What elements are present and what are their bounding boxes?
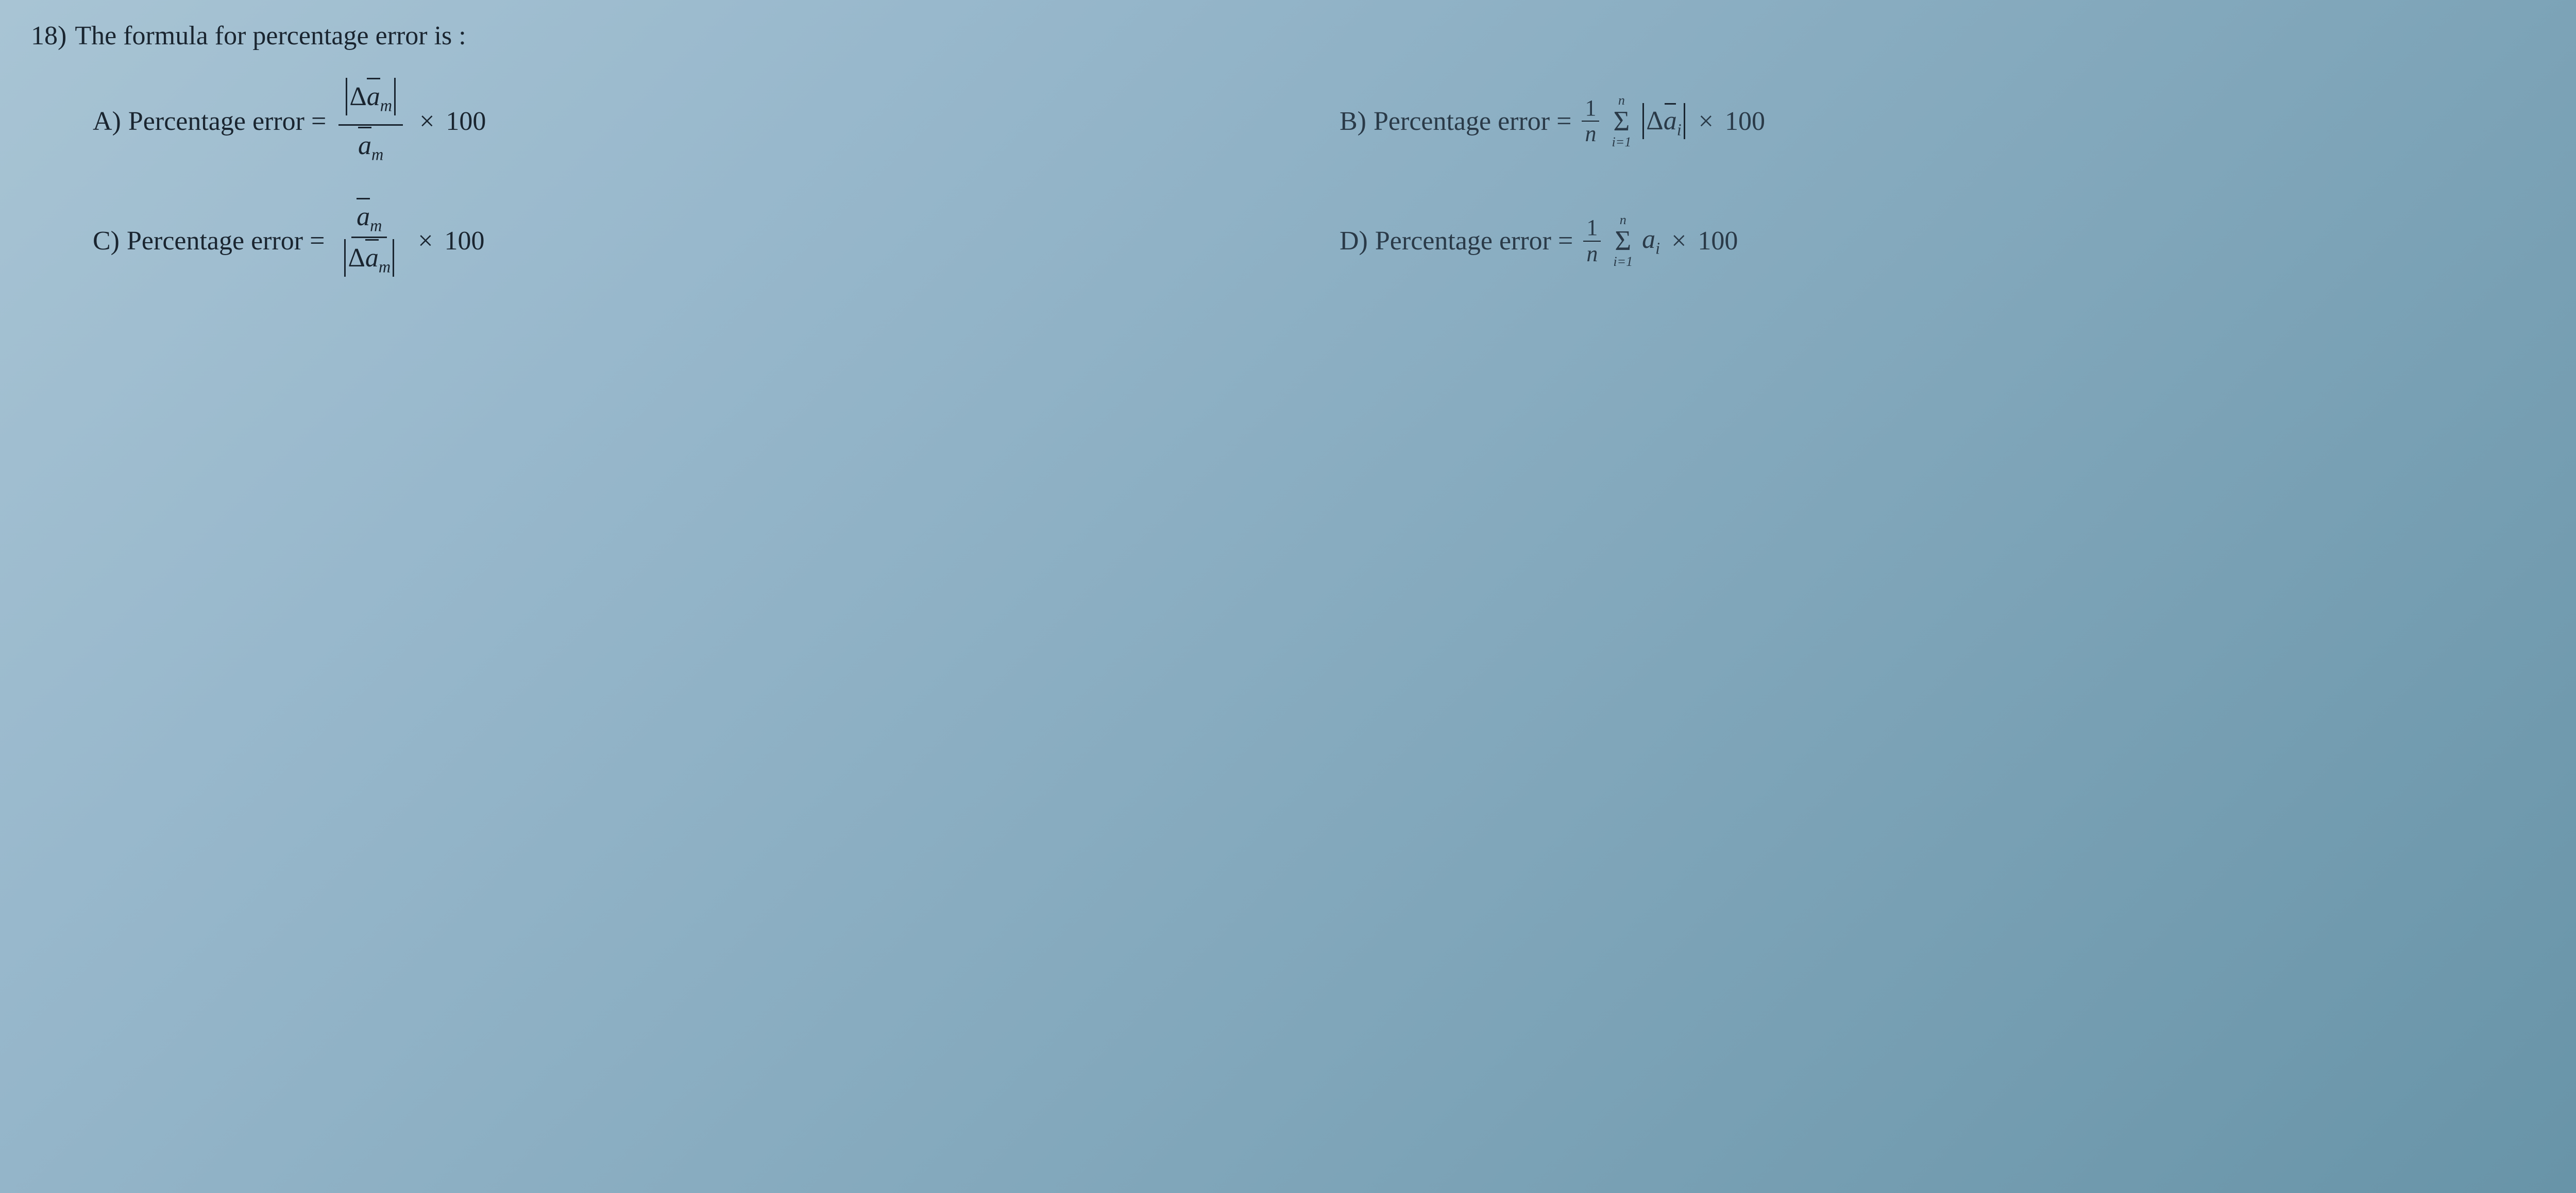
hundred-d: 100 xyxy=(1698,226,1738,256)
overbar-a: a xyxy=(367,78,380,113)
var-a-c-den: a xyxy=(365,243,379,273)
option-c-fraction: am Δam xyxy=(337,197,401,286)
question-text: The formula for percentage error is : xyxy=(75,21,466,51)
overbar-a-den: a xyxy=(358,127,371,162)
hundred-b: 100 xyxy=(1725,106,1765,137)
sigma-block-b: n Σ i=1 xyxy=(1612,94,1631,149)
option-a-text: Percentage error = xyxy=(128,106,326,137)
delta-c: Δ xyxy=(348,243,365,273)
delta-b: Δ xyxy=(1646,106,1663,136)
var-a-den: a xyxy=(358,131,371,160)
option-b-text: Percentage error = xyxy=(1374,106,1571,137)
var-a-b: a xyxy=(1664,106,1677,136)
option-c-label: C) xyxy=(93,226,120,256)
times-b: × xyxy=(1699,106,1714,137)
option-a-numerator: Δam xyxy=(338,77,403,126)
question-number: 18) xyxy=(31,21,66,51)
var-a-c-num: a xyxy=(357,202,370,231)
option-b-label: B) xyxy=(1340,106,1366,137)
option-a-label: A) xyxy=(93,106,121,137)
abs-c: Δam xyxy=(342,239,396,277)
options-grid: A) Percentage error = Δam am × 100 B) Pe… xyxy=(31,77,2545,285)
sub-m-c-num: m xyxy=(370,216,382,234)
option-a: A) Percentage error = Δam am × 100 xyxy=(93,77,1298,166)
sub-m-den: m xyxy=(371,145,383,164)
sigma-block-d: n Σ i=1 xyxy=(1613,213,1633,268)
sigma-symbol-d: Σ xyxy=(1615,227,1631,255)
sub-m-c-den: m xyxy=(379,257,391,276)
question-line: 18) The formula for percentage error is … xyxy=(31,21,2545,51)
var-a: a xyxy=(367,82,380,111)
option-c-numerator: am xyxy=(351,197,387,238)
sigma-lower-d: i=1 xyxy=(1613,255,1633,268)
sub-i-b: i xyxy=(1677,120,1682,139)
n-den: n xyxy=(1582,122,1599,146)
option-a-fraction: Δam am xyxy=(338,77,403,166)
abs-icon: Δam xyxy=(344,78,398,115)
sub-m: m xyxy=(380,96,392,114)
option-d-text: Percentage error = xyxy=(1375,226,1573,256)
option-d-onen: 1 n xyxy=(1583,215,1601,266)
n-den-d: n xyxy=(1583,242,1601,266)
times-symbol: × xyxy=(419,106,434,137)
hundred: 100 xyxy=(446,106,486,137)
delta-symbol: Δ xyxy=(349,82,366,111)
option-d-label: D) xyxy=(1340,226,1368,256)
one-num: 1 xyxy=(1582,96,1599,122)
overbar-c-den: a xyxy=(365,239,379,274)
overbar-c-num: a xyxy=(357,198,370,233)
option-a-denominator: am xyxy=(353,126,388,165)
sub-i-d: i xyxy=(1655,239,1660,257)
option-c: C) Percentage error = am Δam × 100 xyxy=(93,197,1298,286)
one-num-d: 1 xyxy=(1583,215,1601,241)
option-c-text: Percentage error = xyxy=(127,226,325,256)
option-d: D) Percentage error = 1 n n Σ i=1 ai × 1… xyxy=(1340,197,2545,286)
option-b-onen: 1 n xyxy=(1582,96,1599,147)
option-c-denominator: Δam xyxy=(337,238,401,285)
abs-b: Δai xyxy=(1640,103,1687,139)
sigma-lower: i=1 xyxy=(1612,136,1631,149)
var-a-d: a xyxy=(1642,225,1655,254)
times-d: × xyxy=(1671,226,1686,256)
hundred-c: 100 xyxy=(445,226,485,256)
overbar-b: a xyxy=(1664,103,1677,136)
term-d: ai xyxy=(1642,224,1660,258)
times-c: × xyxy=(418,226,433,256)
sigma-symbol: Σ xyxy=(1613,107,1630,136)
option-b: B) Percentage error = 1 n n Σ i=1 Δai × … xyxy=(1340,77,2545,166)
